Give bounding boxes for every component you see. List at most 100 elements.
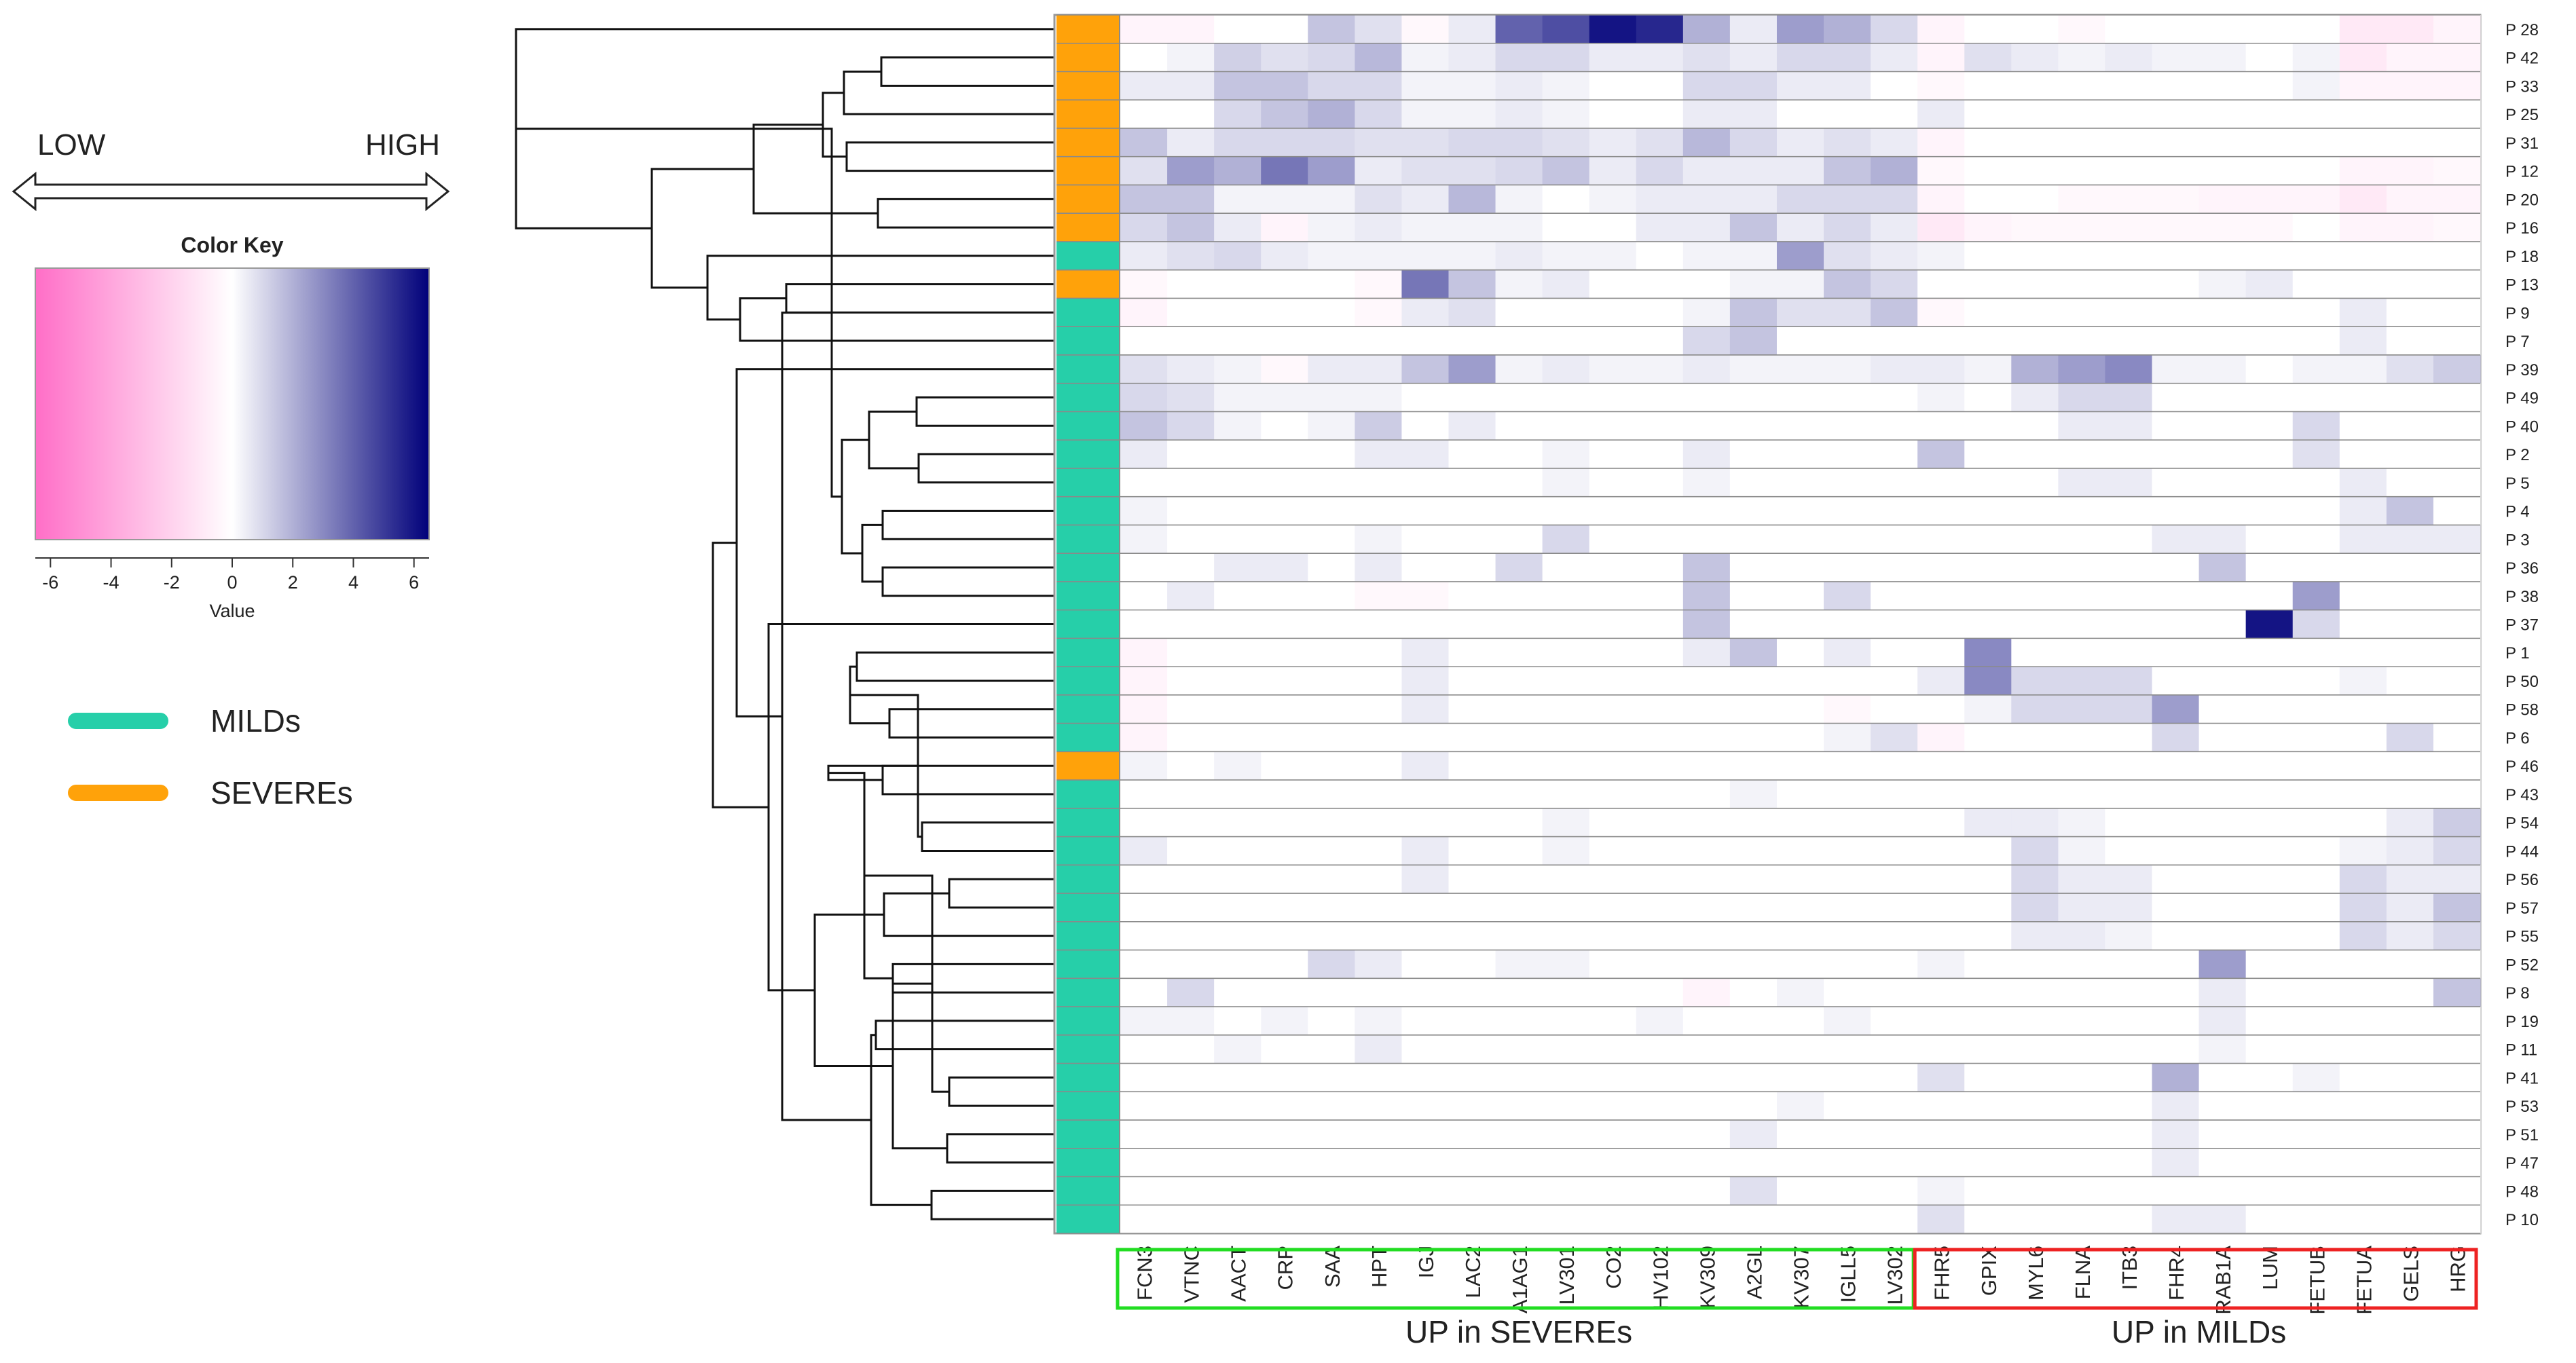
heatmap-cell bbox=[2011, 694, 2059, 724]
heatmap-cell bbox=[2339, 1034, 2387, 1064]
heatmap-cell bbox=[1824, 667, 1871, 696]
heatmap-cell bbox=[2339, 241, 2387, 271]
heatmap-cell bbox=[1355, 1007, 1403, 1036]
heatmap-cell bbox=[1871, 581, 1918, 611]
heatmap-cell bbox=[2433, 638, 2481, 667]
heatmap-cell bbox=[2105, 808, 2153, 838]
heatmap-cell bbox=[1729, 326, 1778, 356]
heatmap-cell bbox=[1355, 1034, 1403, 1064]
heatmap-cell bbox=[1682, 71, 1731, 100]
heatmap-cell bbox=[1401, 185, 1450, 214]
heatmap-cell bbox=[1964, 1034, 2012, 1064]
heatmap-cell bbox=[1964, 893, 2012, 922]
heatmap-cell bbox=[1776, 100, 1824, 129]
heatmap-cell bbox=[2386, 950, 2434, 979]
heatmap-cell bbox=[2386, 1034, 2434, 1064]
heatmap-cell bbox=[1917, 808, 1965, 838]
row-group-cell bbox=[1056, 694, 1119, 724]
heatmap-cell bbox=[1824, 15, 1871, 44]
heatmap-cell bbox=[1824, 638, 1871, 667]
heatmap-cell bbox=[1542, 610, 1590, 639]
heatmap-cell bbox=[2386, 326, 2434, 356]
heatmap-cell bbox=[2245, 269, 2294, 299]
heatmap-cell bbox=[2245, 298, 2294, 327]
heatmap-cell bbox=[2245, 326, 2294, 356]
heatmap-cell bbox=[1167, 1176, 1215, 1206]
heatmap-cell bbox=[2339, 213, 2387, 242]
heatmap-cell bbox=[2198, 950, 2247, 979]
heatmap-cell bbox=[2339, 893, 2387, 922]
row-label: P 53 bbox=[2505, 1098, 2539, 1116]
heatmap-cell bbox=[2433, 808, 2481, 838]
heatmap-cell bbox=[2152, 723, 2200, 752]
heatmap-cell bbox=[1729, 213, 1778, 242]
heatmap-cell bbox=[1261, 43, 1308, 73]
heatmap-cell bbox=[1682, 780, 1731, 809]
heatmap-cell bbox=[1824, 383, 1871, 413]
heatmap-cell bbox=[2105, 581, 2153, 611]
heatmap-cell bbox=[1589, 128, 1637, 157]
heatmap-cell bbox=[2198, 383, 2247, 413]
heatmap-cell bbox=[2105, 496, 2153, 525]
heatmap-cell bbox=[1448, 921, 1496, 951]
dendrogram-branch bbox=[781, 312, 871, 1121]
heatmap-cell bbox=[1261, 581, 1308, 611]
heatmap-cell bbox=[2058, 241, 2106, 271]
heatmap-cell bbox=[1214, 921, 1262, 951]
heatmap-cell bbox=[1120, 468, 1168, 498]
heatmap-cell bbox=[2433, 213, 2481, 242]
row-group-cell bbox=[1056, 440, 1119, 469]
heatmap-cell bbox=[1824, 241, 1871, 271]
heatmap-cell bbox=[1729, 185, 1778, 214]
heatmap-cell bbox=[2386, 354, 2434, 384]
heatmap-cell bbox=[2245, 241, 2294, 271]
heatmap-cell bbox=[1308, 610, 1355, 639]
heatmap-cell bbox=[1495, 241, 1543, 271]
heatmap-cell bbox=[1542, 1034, 1590, 1064]
heatmap-cell bbox=[1261, 1091, 1308, 1121]
heatmap-cell bbox=[1824, 468, 1871, 498]
heatmap-cell bbox=[1495, 638, 1543, 667]
heatmap-cell bbox=[1776, 667, 1824, 696]
heatmap-cell bbox=[1448, 1034, 1496, 1064]
heatmap-cell bbox=[1871, 1063, 1918, 1092]
heatmap-cell bbox=[1167, 1205, 1215, 1234]
heatmap-cell bbox=[1355, 43, 1403, 73]
heatmap-cell bbox=[2386, 1205, 2434, 1234]
heatmap-cell bbox=[1120, 1120, 1168, 1149]
heatmap-cell bbox=[2198, 100, 2247, 129]
heatmap-cell bbox=[2058, 1063, 2106, 1092]
heatmap-cell bbox=[1964, 1176, 2012, 1206]
heatmap-cell bbox=[2386, 1176, 2434, 1206]
heatmap-cell bbox=[1214, 610, 1262, 639]
heatmap-cell bbox=[2292, 1063, 2340, 1092]
heatmap-cell bbox=[1917, 667, 1965, 696]
heatmap-cell bbox=[2433, 15, 2481, 44]
heatmap-cell bbox=[1636, 751, 1684, 781]
heatmap-cell bbox=[1401, 893, 1450, 922]
heatmap-cell bbox=[1682, 1148, 1731, 1178]
column-label: FHR5 bbox=[1930, 1246, 1954, 1301]
heatmap-cell bbox=[2339, 326, 2387, 356]
heatmap-cell bbox=[2105, 1063, 2153, 1092]
heatmap-cell bbox=[2105, 156, 2153, 186]
heatmap-cell bbox=[1871, 354, 1918, 384]
heatmap-cell bbox=[2152, 326, 2200, 356]
heatmap-cell bbox=[1214, 411, 1262, 441]
heatmap-cell bbox=[2433, 383, 2481, 413]
heatmap-cell bbox=[1261, 836, 1308, 865]
heatmap-cell bbox=[1214, 808, 1262, 838]
heatmap-cell bbox=[1824, 865, 1871, 894]
heatmap-cell bbox=[1167, 269, 1215, 299]
heatmap-cell bbox=[2245, 723, 2294, 752]
heatmap-cell bbox=[1120, 411, 1168, 441]
heatmap-cell bbox=[2339, 1091, 2387, 1121]
heatmap-cell bbox=[2339, 610, 2387, 639]
heatmap-cell bbox=[1214, 1091, 1262, 1121]
heatmap-cell bbox=[2292, 71, 2340, 100]
heatmap-cell bbox=[1917, 185, 1965, 214]
heatmap-cell bbox=[1167, 43, 1215, 73]
heatmap-cell bbox=[2198, 213, 2247, 242]
heatmap-cell bbox=[1167, 156, 1215, 186]
